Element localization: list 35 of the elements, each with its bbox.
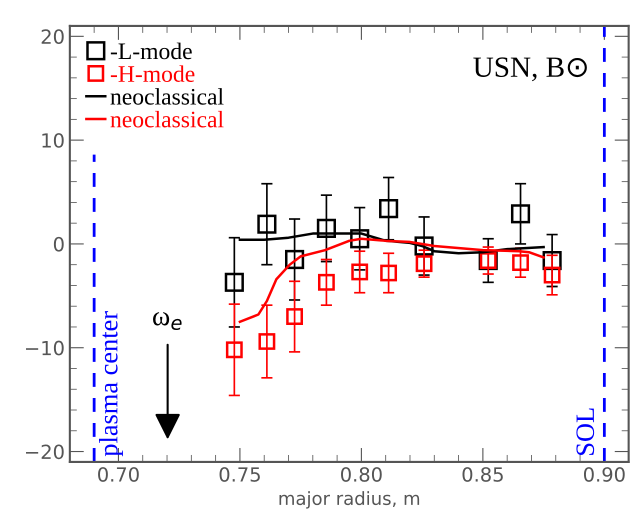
ref-line-label: SOL bbox=[576, 408, 594, 455]
y-tick-label: 10 bbox=[42, 133, 64, 148]
point bbox=[416, 255, 433, 272]
point bbox=[512, 254, 529, 272]
point bbox=[350, 229, 370, 248]
x-tick-label: 0.85 bbox=[462, 467, 503, 482]
ref-line-label: plasma center bbox=[99, 311, 123, 456]
x-tick-label: 0.75 bbox=[220, 467, 260, 482]
annotation: USN, B⊙ bbox=[473, 57, 587, 82]
annotation: ω$_{e}$ bbox=[153, 312, 182, 330]
x-axis-title: major radius, m bbox=[280, 491, 420, 509]
point bbox=[318, 274, 335, 291]
x-tick-label: 0.70 bbox=[98, 467, 139, 482]
point bbox=[285, 250, 304, 270]
point bbox=[544, 266, 561, 284]
y-tick-label: 20 bbox=[42, 29, 64, 44]
point bbox=[258, 333, 276, 350]
point bbox=[316, 218, 336, 238]
point bbox=[351, 264, 368, 280]
point bbox=[224, 272, 244, 292]
point bbox=[379, 199, 398, 218]
y-tick-label: −10 bbox=[26, 340, 64, 356]
legend-label: neoclassical bbox=[110, 88, 224, 105]
x-tick-label: 0.90 bbox=[584, 467, 625, 482]
legend-label: -H-mode bbox=[110, 65, 194, 82]
point bbox=[510, 204, 530, 224]
point bbox=[286, 308, 304, 326]
y-tick-label: 0 bbox=[54, 236, 64, 252]
point bbox=[226, 341, 243, 358]
point bbox=[380, 264, 398, 282]
legend-label: -L-mode bbox=[110, 42, 192, 60]
point bbox=[257, 214, 276, 234]
y-tick-label: −20 bbox=[26, 444, 64, 460]
legend-label: neoclassical bbox=[110, 110, 224, 128]
x-tick-label: 0.80 bbox=[341, 467, 382, 482]
